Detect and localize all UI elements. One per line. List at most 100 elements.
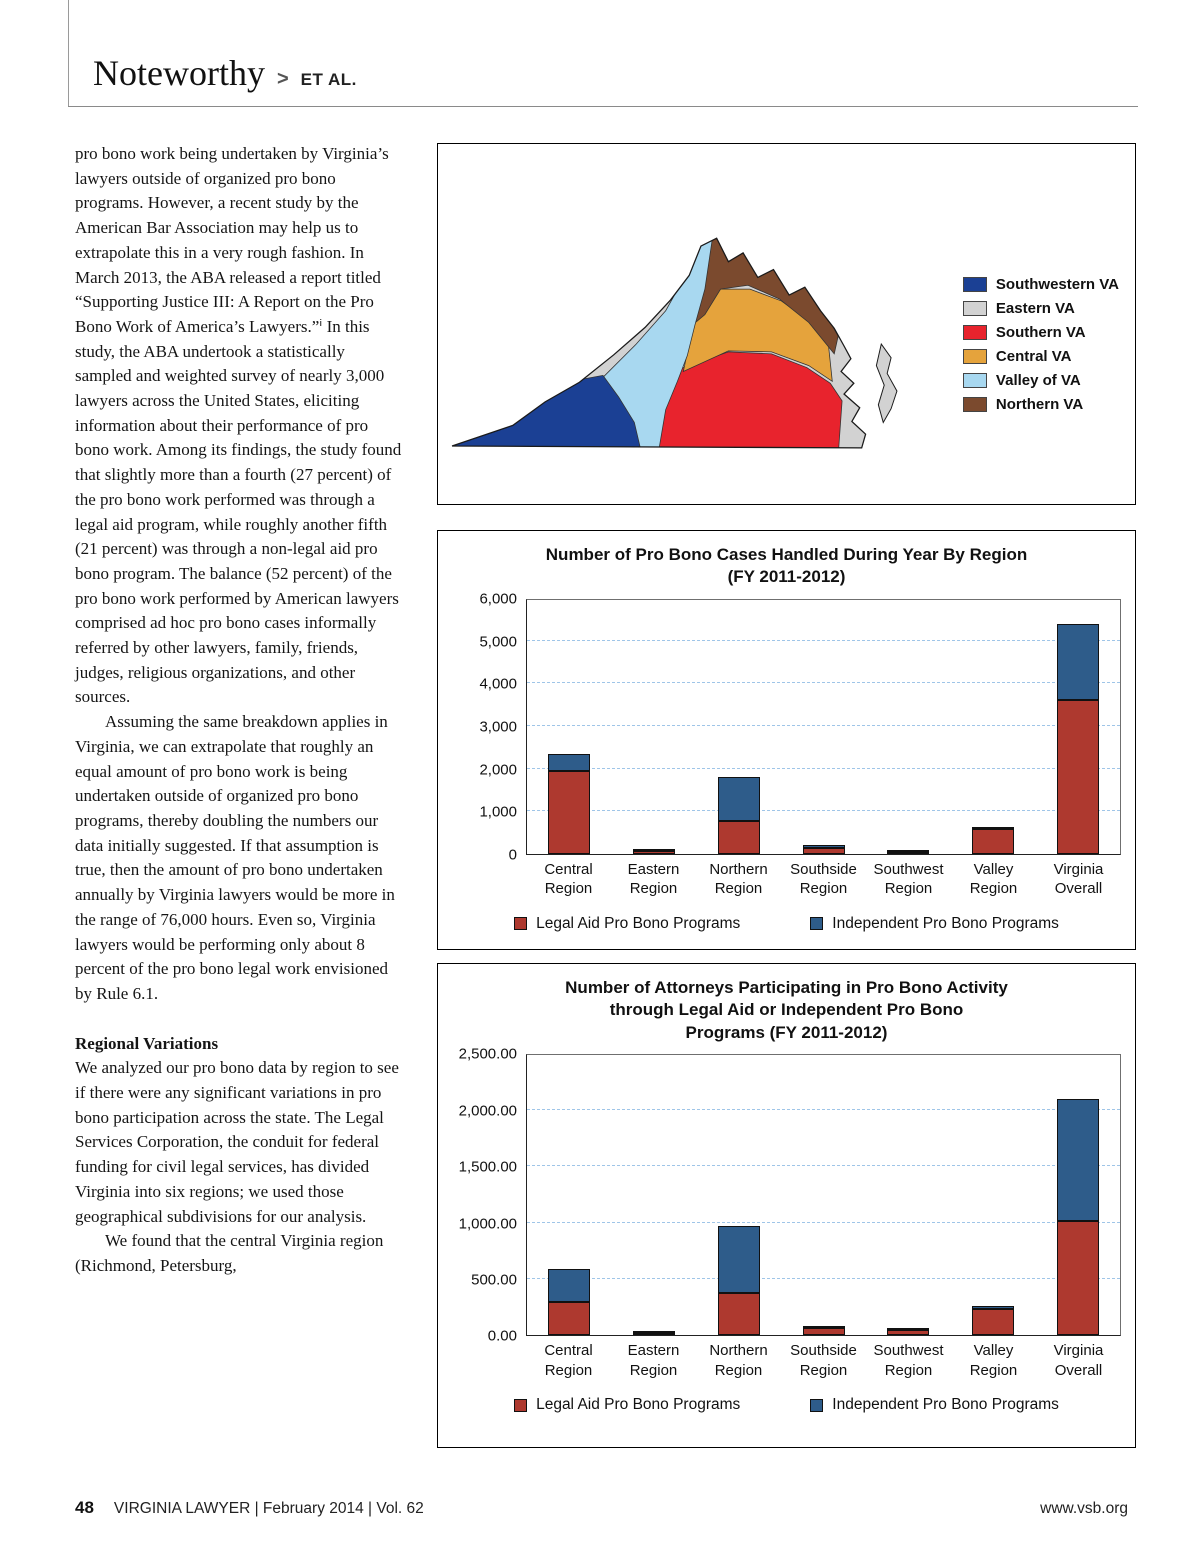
gridline — [527, 1277, 1120, 1279]
header-horizontal-rule — [68, 106, 1138, 107]
x-category-label: Virginia Overall — [1053, 1342, 1104, 1379]
bar-segment — [548, 753, 591, 771]
x-category-label: Valley Region — [969, 860, 1018, 898]
bar-column — [612, 848, 697, 854]
chart-title-line: (FY 2011-2012) — [727, 567, 846, 587]
bars-row — [527, 1055, 1120, 1336]
map-figure: Southwestern VA Eastern VA Southern VA Cent… — [437, 143, 1136, 505]
bar-column — [866, 849, 951, 854]
gridline — [527, 767, 1120, 769]
bar-column — [781, 844, 866, 854]
chevron-right-icon: > — [276, 68, 289, 90]
page-title: Noteworthy — [93, 53, 265, 93]
y-tick-label: 500.00 — [471, 1271, 517, 1289]
chart-title: Number of Pro Bono Cases Handled During … — [452, 544, 1121, 589]
legend-swatch — [514, 917, 528, 931]
legend-label: Eastern VA — [995, 300, 1075, 317]
bar-segment — [802, 847, 845, 854]
y-tick-label: 0.00 — [487, 1327, 517, 1345]
bar-column — [951, 1306, 1036, 1336]
bar-column — [696, 776, 781, 854]
x-category-label: Central Region — [544, 860, 593, 898]
bar-segment — [1056, 1099, 1099, 1222]
bar-segment — [548, 770, 591, 854]
x-category-label: Eastern Region — [627, 1342, 680, 1379]
y-tick-label: 2,000.00 — [458, 1102, 517, 1120]
page-footer: 48 VIRGINIA LAWYER | February 2014 | Vol… — [75, 1498, 1128, 1518]
stacked-bar — [548, 1269, 591, 1336]
legend-swatch — [810, 917, 824, 931]
article-column: pro bono work being undertaken by Virgin… — [75, 142, 403, 1279]
y-tick-label: 3,000 — [479, 718, 517, 736]
legend-label: Legal Aid Pro Bono Programs — [536, 1396, 741, 1414]
bar-segment — [1056, 699, 1099, 854]
map-legend-item: Northern VA — [962, 396, 1119, 413]
bar-segment — [887, 1330, 930, 1336]
stacked-bar — [802, 844, 845, 854]
legend-swatch — [962, 325, 987, 340]
masthead-subtitle: ET AL. — [300, 70, 357, 89]
legend-swatch — [962, 301, 987, 316]
y-tick-label: 6,000 — [479, 590, 517, 608]
bar-segment — [971, 828, 1014, 854]
article-paragraph: We analyzed our pro bono data by region … — [75, 1058, 399, 1226]
gridline — [527, 639, 1120, 641]
bar-segment — [887, 851, 930, 854]
bar-column — [866, 1328, 951, 1336]
bar-segment — [717, 1293, 760, 1336]
bar-segment — [802, 1326, 845, 1329]
y-tick-label: 4,000 — [479, 675, 517, 693]
bar-segment — [971, 826, 1014, 829]
chart-legend-item: Independent Pro Bono Programs — [810, 915, 1059, 933]
stacked-bar — [971, 1306, 1014, 1336]
gridline — [527, 682, 1120, 684]
bar-segment — [971, 1306, 1014, 1310]
chart-legend: Legal Aid Pro Bono Programs Independent P… — [438, 1396, 1135, 1414]
stacked-bar — [633, 848, 676, 854]
plot-area — [526, 1054, 1121, 1337]
legend-swatch — [514, 1398, 528, 1412]
x-axis: Central Region Eastern Region Northern Reg… — [526, 1336, 1121, 1380]
x-category-label: Southwest Region — [873, 1342, 944, 1379]
bar-segment — [633, 1331, 676, 1334]
bar-segment — [887, 1328, 930, 1331]
map-legend-item: Eastern VA — [962, 300, 1119, 317]
bar-segment — [548, 1269, 591, 1303]
x-category-label: Valley Region — [969, 1342, 1018, 1379]
section-heading: Regional Variations — [75, 1033, 219, 1053]
bar-column — [1035, 623, 1120, 854]
bar-segment — [802, 844, 845, 848]
stacked-bar — [802, 1326, 845, 1336]
gridline — [527, 810, 1120, 812]
bar-segment — [971, 1309, 1014, 1336]
legend-label: Southern VA — [995, 324, 1086, 341]
legend-label: Valley of VA — [995, 372, 1081, 389]
y-tick-label: 2,500.00 — [458, 1045, 517, 1063]
stacked-bar — [971, 826, 1014, 854]
bar-segment — [633, 848, 676, 851]
plot-column: Central Region Eastern Region Northern Reg… — [526, 1054, 1121, 1380]
stacked-bar — [1056, 1099, 1099, 1336]
map-legend-item: Southern VA — [962, 324, 1119, 341]
x-category-label: Eastern Region — [627, 860, 680, 898]
chart-title-line: Number of Pro Bono Cases Handled During … — [545, 545, 1028, 564]
attorneys-chart-figure: Number of Attorneys Participating in Pro… — [437, 963, 1136, 1448]
article-paragraph: Assuming the same breakdown applies in V… — [75, 712, 395, 1003]
plot-column: Central Region Eastern Region Northern Reg… — [526, 598, 1121, 899]
y-axis: 0.00 500.00 1,000.00 1,500.00 2,000.00 2,500.… — [444, 1046, 526, 1345]
bar-column — [781, 1326, 866, 1336]
legend-label: Legal Aid Pro Bono Programs — [536, 914, 741, 932]
cases-chart-figure: Number of Pro Bono Cases Handled During … — [437, 530, 1136, 950]
x-category-label: Central Region — [544, 1342, 593, 1379]
bar-column — [612, 1331, 697, 1336]
legend-swatch — [962, 349, 987, 364]
legend-swatch — [962, 397, 987, 412]
footer-left: 48 VIRGINIA LAWYER | February 2014 | Vol… — [75, 1498, 424, 1518]
bar-column — [527, 1269, 612, 1336]
y-tick-label: 1,500.00 — [458, 1158, 517, 1176]
bar-column — [696, 1226, 781, 1336]
y-tick-label: 1,000.00 — [458, 1215, 517, 1233]
stacked-bar — [717, 776, 760, 854]
chart-body: 0.00 500.00 1,000.00 1,500.00 2,000.00 2,500.… — [444, 1046, 1121, 1380]
